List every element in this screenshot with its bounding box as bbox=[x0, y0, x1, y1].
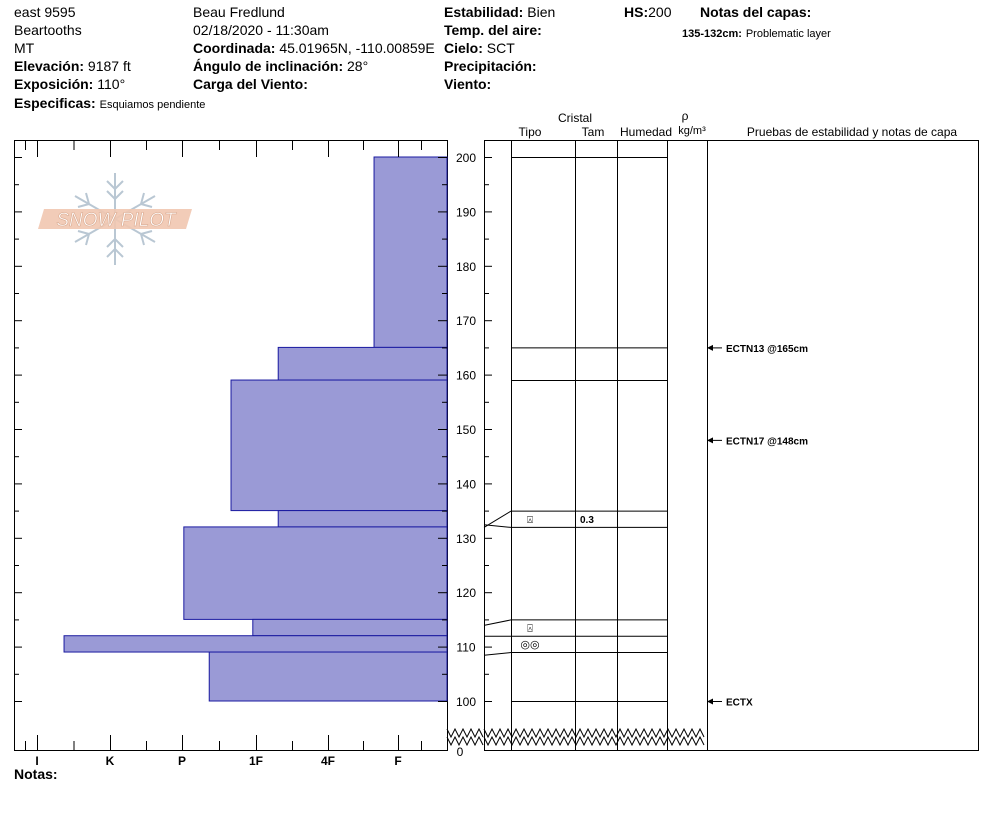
layer-connector bbox=[483, 619, 512, 626]
snowpilot-logo: SNOW PILOT bbox=[38, 173, 192, 265]
hardness-bar bbox=[252, 618, 448, 637]
layer-notes-label: Notas del capas: bbox=[700, 4, 812, 20]
hardness-tick-label: F bbox=[394, 754, 401, 768]
slope-angle-label: Ángulo de inclinación: bbox=[193, 58, 344, 74]
hardness-tick-label: I bbox=[35, 754, 38, 768]
stability-label: Estabilidad: bbox=[444, 4, 524, 20]
hardness-bar bbox=[373, 156, 448, 348]
hardness-bar bbox=[230, 379, 448, 512]
hardness-tick-label: K bbox=[106, 754, 115, 768]
observer: Beau Fredlund bbox=[193, 4, 285, 20]
sky-label: Cielo: bbox=[444, 40, 483, 56]
hardness-bar bbox=[277, 346, 448, 381]
wind-loading-label: Carga del Viento: bbox=[193, 76, 308, 92]
test-pointer-arrow bbox=[707, 437, 713, 444]
depth-tick-label: 160 bbox=[456, 369, 476, 383]
layer-note-text: Problematic layer bbox=[745, 28, 831, 40]
specifics-value: Esquiamos pendiente bbox=[99, 99, 206, 111]
depth-tick-label: 120 bbox=[456, 586, 476, 600]
logo-text: SNOW PILOT bbox=[56, 210, 177, 231]
profile-grid: ⍓ 0.3 ⍓ ◎◎ ECTN13 @165cm ECTN17 @148cm ECTX bbox=[483, 141, 808, 750]
elevation: Elevación: 9187 ft bbox=[14, 58, 131, 74]
snow-height: HS:200 bbox=[624, 4, 671, 20]
depth-tick-label: 190 bbox=[456, 205, 476, 219]
depth-tick-label: 130 bbox=[456, 532, 476, 546]
crystal-type-symbol: ⍓ bbox=[527, 624, 533, 635]
type-header: Tipo bbox=[519, 125, 542, 139]
hardness-bar bbox=[63, 635, 448, 653]
crystal-type-symbol: ◎◎ bbox=[520, 639, 539, 651]
size-header: Tam bbox=[582, 125, 605, 139]
aspect-value: 110° bbox=[97, 76, 126, 92]
stability-test-label: ECTN13 @165cm bbox=[726, 344, 808, 355]
aspect: Exposición: 110° bbox=[14, 76, 125, 92]
density-header: kg/m³ bbox=[678, 125, 706, 137]
depth-tick-label: 200 bbox=[456, 151, 476, 165]
site-name: east 9595 bbox=[14, 4, 76, 20]
air-temp-label: Temp. del aire: bbox=[444, 22, 542, 38]
sky: Cielo: SCT bbox=[444, 40, 515, 56]
layer-connector bbox=[483, 524, 512, 528]
depth-tick-label: 100 bbox=[456, 695, 476, 709]
sky-value: SCT bbox=[486, 40, 515, 56]
layer-note: 135-132cm: Problematic layer bbox=[682, 24, 831, 42]
hardness-bars bbox=[63, 156, 448, 702]
crystal-size: 0.3 bbox=[580, 515, 594, 526]
wind-label: Viento: bbox=[444, 76, 492, 92]
aspect-label: Exposición: bbox=[14, 76, 94, 92]
axis-break-zigzag bbox=[483, 727, 705, 739]
elevation-label: Elevación: bbox=[14, 58, 85, 74]
layer-connector bbox=[483, 652, 512, 656]
slope-angle: Ángulo de inclinación: 28° bbox=[193, 58, 368, 74]
moisture-header: Humedad bbox=[620, 125, 672, 139]
hardness-bar bbox=[208, 651, 448, 702]
snow-height-label: HS: bbox=[624, 4, 649, 20]
axis-break-zigzag bbox=[446, 727, 484, 739]
crystal-header: Cristal bbox=[558, 111, 592, 125]
coordinates-label: Coordinada: bbox=[193, 40, 276, 56]
stability-value: Bien bbox=[527, 4, 556, 20]
hardness-tick-label: P bbox=[178, 754, 186, 768]
elevation-value: 9187 ft bbox=[87, 58, 131, 74]
axis-break-zigzag bbox=[446, 735, 484, 747]
precipitation-label: Precipitación: bbox=[444, 58, 537, 74]
snow-height-value: 200 bbox=[648, 4, 672, 20]
depth-tick-label: 110 bbox=[456, 641, 475, 655]
specifics-label: Especificas: bbox=[14, 95, 96, 111]
profile-frame bbox=[484, 140, 979, 751]
hardness-bar bbox=[277, 510, 448, 528]
slope-angle-value: 28° bbox=[347, 58, 369, 74]
stability-test-label: ECTX bbox=[726, 698, 753, 709]
test-pointer-arrow bbox=[707, 698, 713, 705]
stability-test-label: ECTN17 @148cm bbox=[726, 436, 808, 447]
axis-break-zigzag bbox=[483, 735, 705, 747]
state: MT bbox=[14, 40, 35, 56]
test-pointer-arrow bbox=[707, 344, 713, 351]
logo-banner bbox=[38, 209, 192, 229]
coordinates-value: 45.01965N, -110.00859E bbox=[279, 40, 435, 56]
specifics: Especificas: Esquiamos pendiente bbox=[14, 95, 205, 113]
hardness-tick-label: 1F bbox=[249, 754, 263, 768]
depth-tick-label: 170 bbox=[456, 314, 476, 328]
depth-tick-label: 150 bbox=[456, 423, 476, 437]
coordinates: Coordinada: 45.01965N, -110.00859E bbox=[193, 40, 435, 56]
rho-header: ρ bbox=[682, 109, 689, 123]
depth-tick-label: 180 bbox=[456, 260, 476, 274]
depth-zero-label: 0 bbox=[457, 745, 464, 759]
stability: Estabilidad: Bien bbox=[444, 4, 555, 20]
hardness-tick-label: 4F bbox=[321, 754, 335, 768]
layer-note-range: 135-132cm: bbox=[682, 28, 742, 40]
tests-header: Pruebas de estabilidad y notas de capa bbox=[747, 125, 957, 139]
depth-tick-label: 140 bbox=[456, 477, 476, 491]
notes-label: Notas: bbox=[14, 766, 58, 782]
mountain-range: Beartooths bbox=[14, 22, 82, 38]
date-time: 02/18/2020 - 11:30am bbox=[193, 22, 329, 38]
hardness-bar bbox=[183, 526, 448, 620]
hardness-axis: I K P 1F 4F F bbox=[25, 141, 422, 768]
depth-axis: 100 110 120 130 140 150 160 170 180 190 200 0 bbox=[14, 151, 492, 759]
crystal-type-symbol: ⍓ bbox=[527, 515, 533, 526]
